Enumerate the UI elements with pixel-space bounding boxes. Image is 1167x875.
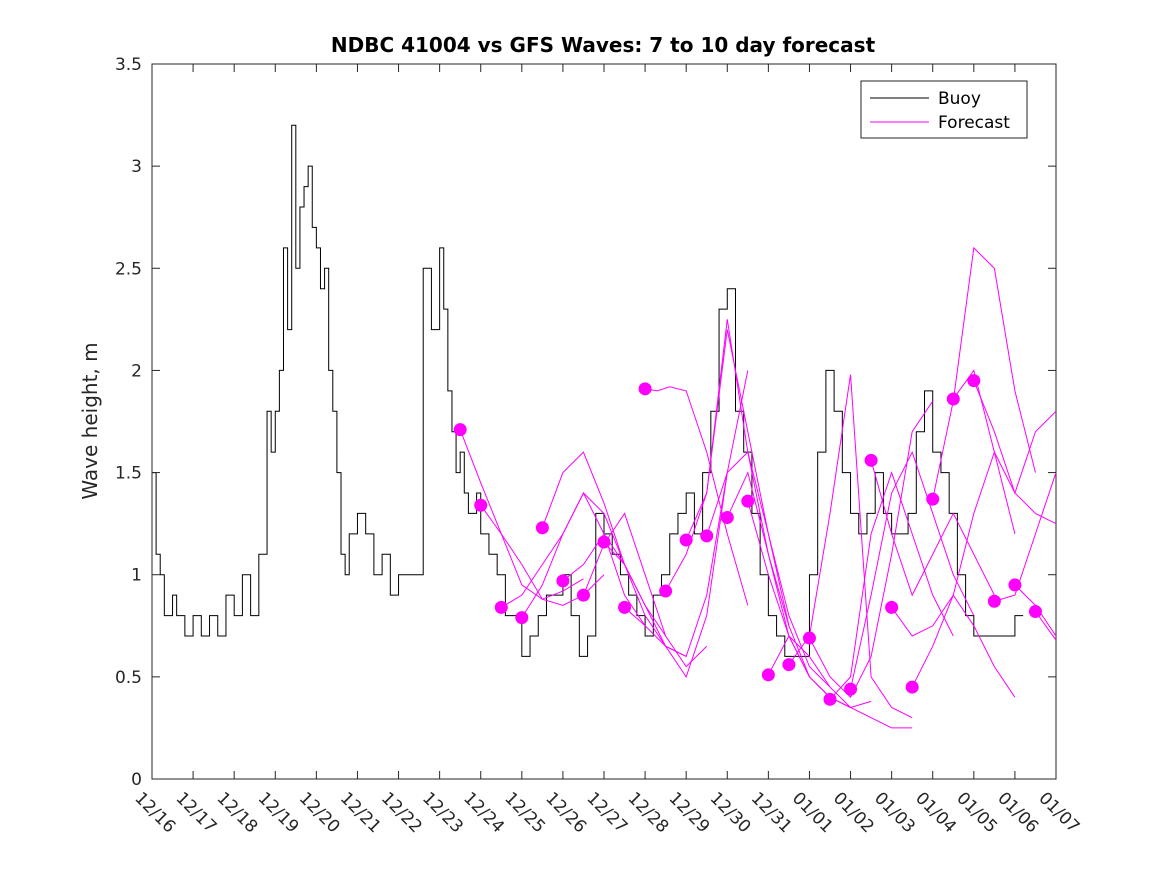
chart-title: NDBC 41004 vs GFS Waves: 7 to 10 day for… <box>331 33 876 57</box>
forecast-start-point-17 <box>802 631 816 645</box>
forecast-series-line-20 <box>870 460 995 597</box>
forecast-start-point-15 <box>761 668 775 682</box>
forecast-series-line-18 <box>829 470 954 700</box>
forecast-start-point-8 <box>618 600 632 614</box>
forecast-start-point-12 <box>700 529 714 543</box>
x-tick-label: 12/20 <box>295 788 344 837</box>
x-tick-label: 01/06 <box>993 788 1042 837</box>
forecast-start-point-1 <box>474 498 488 512</box>
forecast-series-line-12 <box>706 451 831 688</box>
x-tick-label: 01/07 <box>1034 788 1083 837</box>
legend-buoy-label: Buoy <box>938 89 981 109</box>
forecast-start-point-22 <box>905 680 919 694</box>
forecast-start-point-10 <box>659 584 673 598</box>
forecast-start-point-9 <box>638 382 652 396</box>
forecast-series-line-22 <box>911 594 1016 698</box>
forecast-start-point-2 <box>494 600 508 614</box>
forecast-start-point-20 <box>864 453 878 467</box>
x-tick-label: 12/28 <box>624 788 673 837</box>
x-tick-label: 01/01 <box>788 788 837 837</box>
x-tick-label: 12/22 <box>377 788 426 837</box>
forecast-start-point-16 <box>782 658 796 672</box>
legend-box <box>860 80 1028 139</box>
x-tick-label: 01/05 <box>952 788 1001 837</box>
y-axis-label: Wave height, m <box>78 342 102 499</box>
y-tick-label: 1 <box>131 566 142 586</box>
forecast-series-line-17 <box>809 400 934 699</box>
forecast-start-point-11 <box>679 533 693 547</box>
forecast-series-line-3 <box>521 491 646 627</box>
x-tick-label: 12/24 <box>459 788 508 837</box>
y-tick-label: 0 <box>131 770 142 790</box>
forecast-series-line-19 <box>850 450 975 690</box>
buoy-series-line <box>152 124 1024 657</box>
x-tick-label: 12/21 <box>336 788 385 837</box>
x-tick-label: 01/04 <box>911 788 960 837</box>
y-tick-label: 1.5 <box>115 464 142 484</box>
x-tick-label: 12/18 <box>213 788 262 837</box>
legend: Buoy Forecast <box>860 80 1028 139</box>
x-tick-label: 12/27 <box>582 788 631 837</box>
x-tick-label: 12/16 <box>130 788 179 837</box>
forecast-start-point-14 <box>741 494 755 508</box>
forecast-start-point-5 <box>556 574 570 588</box>
forecast-start-point-4 <box>535 521 549 535</box>
forecast-start-point-0 <box>453 423 467 437</box>
y-tick-label: 3.5 <box>115 55 142 75</box>
legend-forecast-label: Forecast <box>938 113 1010 133</box>
x-tick-label: 12/29 <box>665 788 714 837</box>
y-tick-label: 0.5 <box>115 668 142 688</box>
x-tick-label: 01/03 <box>870 788 919 837</box>
x-tick-label: 12/31 <box>747 788 796 837</box>
forecast-start-point-23 <box>926 492 940 506</box>
forecast-series-line-23 <box>932 246 1036 500</box>
forecast-start-point-24 <box>946 392 960 406</box>
forecast-start-point-13 <box>720 511 734 525</box>
x-tick-label: 12/26 <box>541 788 590 837</box>
y-tick-label: 2.5 <box>115 259 142 279</box>
x-tick-label: 12/19 <box>254 788 303 837</box>
y-tick-label: 2 <box>131 361 142 381</box>
plot-area <box>151 63 1057 780</box>
forecast-start-point-18 <box>823 692 837 706</box>
forecast-start-point-28 <box>1028 604 1042 618</box>
forecast-start-point-7 <box>597 535 611 549</box>
forecast-start-point-3 <box>515 611 529 625</box>
forecast-series-line-25 <box>973 380 1057 495</box>
x-tick-label: 12/17 <box>172 788 221 837</box>
x-tick-label: 12/25 <box>500 788 549 837</box>
forecast-start-point-25 <box>967 374 981 388</box>
forecast-start-point-27 <box>1008 578 1022 592</box>
forecast-series-line-15 <box>767 635 913 729</box>
forecast-series-line-9 <box>645 386 749 606</box>
x-tick-label: 01/02 <box>829 788 878 837</box>
forecast-series-line-0 <box>459 429 584 600</box>
forecast-start-point-21 <box>885 600 899 614</box>
forecast-start-point-6 <box>576 588 590 602</box>
forecast-start-point-19 <box>844 682 858 696</box>
forecast-start-point-26 <box>987 594 1001 608</box>
x-tick-label: 12/23 <box>418 788 467 837</box>
y-tick-label: 3 <box>131 157 142 177</box>
forecast-series-line-26 <box>994 472 1057 602</box>
x-tick-label: 12/30 <box>706 788 755 837</box>
